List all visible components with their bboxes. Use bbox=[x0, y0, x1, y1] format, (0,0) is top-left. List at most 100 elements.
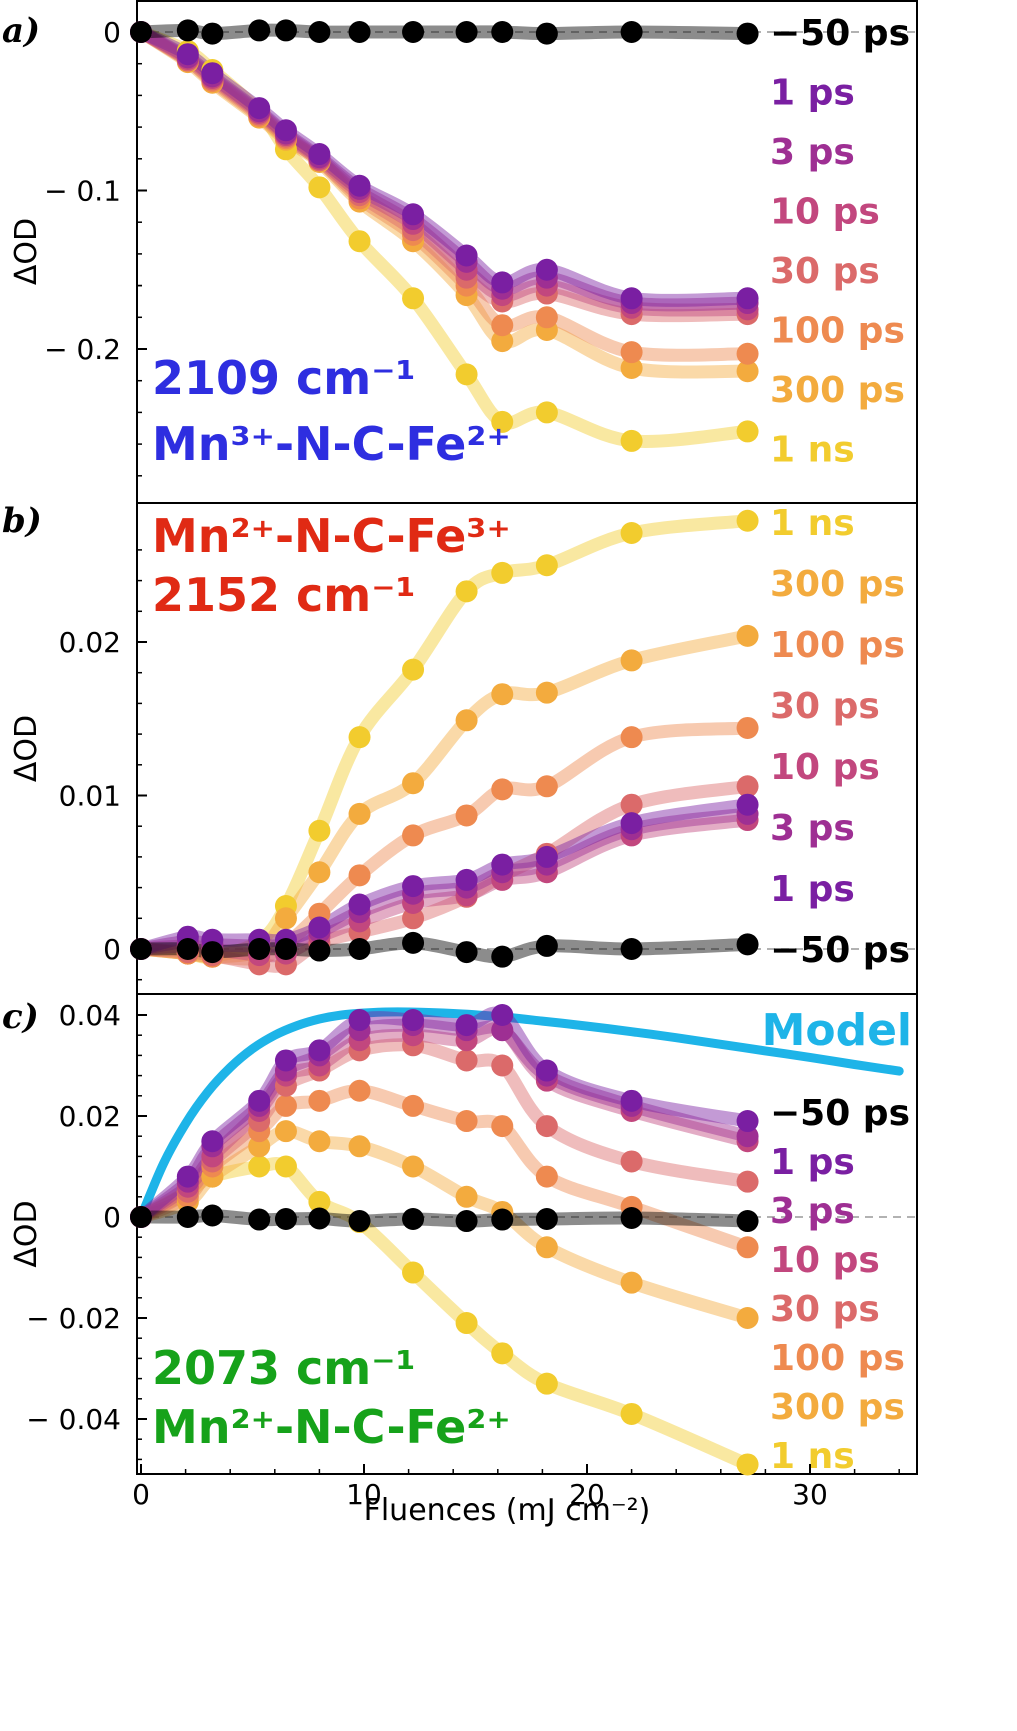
data-point bbox=[248, 1155, 271, 1178]
data-point bbox=[348, 802, 371, 825]
data-point bbox=[491, 314, 514, 337]
x-tick-label: 0 bbox=[132, 1478, 150, 1511]
legend-label: 3 ps bbox=[770, 1191, 855, 1232]
annotation-text: Mn³⁺-N-C-Fe²⁺ bbox=[152, 417, 511, 471]
data-point bbox=[620, 1402, 643, 1425]
data-point bbox=[348, 174, 371, 197]
legend-label: 30 ps bbox=[770, 251, 880, 292]
data-point bbox=[308, 1130, 331, 1153]
data-point bbox=[736, 624, 759, 647]
data-point bbox=[736, 360, 759, 383]
data-point bbox=[535, 401, 558, 424]
data-point bbox=[491, 410, 514, 433]
legend-label: 1 ns bbox=[770, 503, 855, 544]
series-line bbox=[134, 936, 755, 964]
annotation-text: 2109 cm⁻¹ bbox=[152, 351, 416, 405]
legend-label: −50 ps bbox=[770, 13, 910, 54]
data-point bbox=[348, 21, 371, 43]
y-axis-title: ΔOD bbox=[9, 1200, 44, 1267]
data-point bbox=[736, 933, 759, 956]
data-point bbox=[491, 561, 514, 584]
panel-letter: b) bbox=[2, 501, 42, 541]
legend-label: −50 ps bbox=[770, 930, 910, 971]
data-point bbox=[736, 1170, 759, 1193]
data-point bbox=[248, 938, 271, 960]
data-point bbox=[455, 1110, 478, 1133]
data-point bbox=[491, 853, 514, 876]
data-point bbox=[620, 522, 643, 545]
y-axis-title: ΔOD bbox=[9, 218, 44, 285]
annotation-text: 2073 cm⁻¹ bbox=[152, 1341, 416, 1395]
data-point bbox=[402, 21, 425, 43]
legend-label: 30 ps bbox=[770, 1289, 880, 1330]
data-point bbox=[736, 22, 759, 45]
data-point bbox=[274, 1049, 297, 1072]
data-point bbox=[402, 1208, 425, 1231]
data-point bbox=[736, 775, 759, 798]
data-point bbox=[535, 554, 558, 577]
data-point bbox=[455, 244, 478, 267]
series-line bbox=[134, 1208, 755, 1228]
data-point bbox=[308, 916, 331, 939]
data-point bbox=[402, 203, 425, 226]
legend-label: 100 ps bbox=[770, 625, 905, 666]
legend-label: 3 ps bbox=[770, 132, 855, 173]
data-point bbox=[308, 1190, 331, 1213]
data-point bbox=[455, 1185, 478, 1208]
legend-label: 10 ps bbox=[770, 747, 880, 788]
panel-a: 0 − 0.1 − 0.2 ΔOD a) −50 ps 1 ps 3 ps 10 ps 30 ps… bbox=[2, 0, 918, 504]
y-tick-label: − 0.2 bbox=[44, 333, 121, 366]
data-point bbox=[248, 1089, 271, 1112]
panel-letter: a) bbox=[2, 11, 40, 51]
legend-label: 300 ps bbox=[770, 564, 905, 605]
data-point bbox=[201, 941, 224, 964]
data-point bbox=[736, 793, 759, 816]
legend-label: 300 ps bbox=[770, 370, 905, 411]
data-point bbox=[348, 726, 371, 749]
data-point bbox=[274, 1094, 297, 1117]
y-tick-label: − 0.1 bbox=[44, 175, 121, 208]
data-point bbox=[455, 1210, 478, 1233]
data-point bbox=[176, 43, 199, 66]
data-point bbox=[348, 1210, 371, 1233]
legend-label: 1 ns bbox=[770, 430, 855, 471]
legend-label: 100 ps bbox=[770, 311, 905, 352]
data-point bbox=[274, 19, 297, 42]
data-point bbox=[736, 509, 759, 532]
data-point bbox=[736, 1307, 759, 1329]
data-point bbox=[535, 1372, 558, 1395]
data-point bbox=[402, 287, 425, 310]
data-point bbox=[620, 1089, 643, 1112]
x-tick-label: 10 bbox=[346, 1478, 382, 1511]
data-point bbox=[348, 1009, 371, 1032]
data-point bbox=[176, 1206, 199, 1228]
series-line bbox=[134, 721, 755, 966]
annotation-text: Mn²⁺-N-C-Fe²⁺ bbox=[152, 1400, 511, 1454]
legend-label: 300 ps bbox=[770, 1387, 905, 1428]
data-point bbox=[348, 864, 371, 887]
y-axis-title: ΔOD bbox=[9, 715, 44, 782]
data-point bbox=[535, 681, 558, 704]
legend-label: 1 ps bbox=[770, 1142, 855, 1183]
model-label: Model bbox=[762, 1005, 912, 1056]
data-point bbox=[308, 21, 331, 43]
legend-label: 1 ps bbox=[770, 869, 855, 910]
data-point bbox=[248, 19, 271, 42]
model-curve bbox=[136, 1007, 904, 1222]
y-tick-label: 0 bbox=[103, 933, 121, 966]
data-point bbox=[455, 21, 478, 43]
data-point bbox=[736, 1210, 759, 1233]
panel-b: 0 0.01 0.02 ΔOD b) 1 ns 300 ps 100 ps 30 ps 10 ps… bbox=[2, 501, 918, 995]
data-point bbox=[274, 1155, 297, 1178]
data-point bbox=[274, 119, 297, 142]
data-point bbox=[491, 21, 514, 43]
data-point bbox=[130, 21, 152, 43]
x-tick-label: 30 bbox=[792, 1478, 828, 1511]
data-point bbox=[535, 934, 558, 957]
data-point bbox=[455, 1014, 478, 1037]
annotation-text: Mn²⁺-N-C-Fe³⁺ bbox=[152, 509, 511, 563]
legend-label: 100 ps bbox=[770, 1338, 905, 1379]
data-point bbox=[348, 938, 371, 960]
data-point bbox=[620, 938, 643, 960]
data-point bbox=[308, 1089, 331, 1112]
